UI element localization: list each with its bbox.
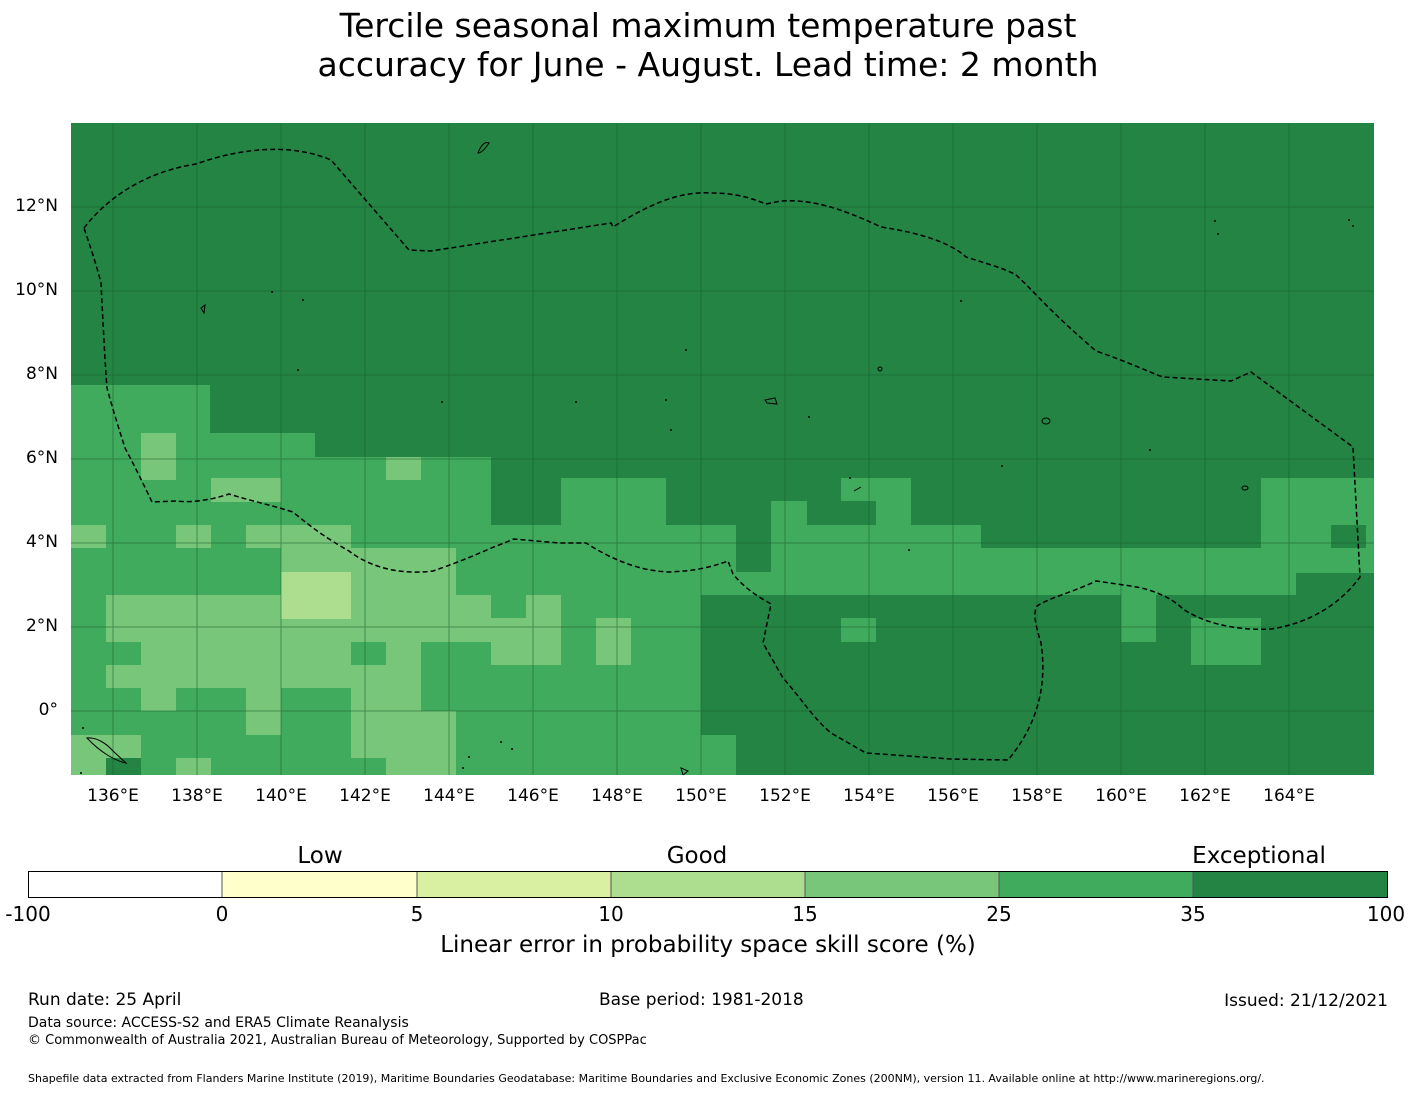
skill-cell-good <box>1121 595 1156 642</box>
run-date: Run date: 25 April <box>28 990 182 1010</box>
lon-label-158e: 158°E <box>1011 786 1063 806</box>
colorbar-category-good: Good <box>666 843 728 869</box>
colorbar-tick: 5 <box>410 902 424 926</box>
lon-label-164e: 164°E <box>1263 786 1315 806</box>
lon-label-152e: 152°E <box>759 786 811 806</box>
lon-label-142e: 142°E <box>339 786 391 806</box>
lon-label-150e: 150°E <box>675 786 727 806</box>
skill-cell-exceptional <box>736 525 771 572</box>
lon-label-156e: 156°E <box>927 786 979 806</box>
colorbar-bin <box>222 871 417 898</box>
map-title: Tercile seasonal maximum temperature pas… <box>0 6 1416 84</box>
lat-label-12n: 12°N <box>15 196 58 216</box>
colorbar-bin <box>611 871 805 898</box>
lon-label-140e: 140°E <box>255 786 307 806</box>
colorbar-bin <box>805 871 999 898</box>
lon-label-138e: 138°E <box>171 786 223 806</box>
colorbar-category-low: Low <box>297 843 343 869</box>
skill-cell-moderate <box>246 525 351 548</box>
colorbar-tick: 15 <box>792 902 818 926</box>
colorbar-tick: 100 <box>1366 902 1406 926</box>
skill-cell-moderate <box>386 711 456 775</box>
skill-cell-good <box>1191 618 1261 665</box>
lat-label-6n: 6°N <box>25 448 58 468</box>
lon-label-146e: 146°E <box>507 786 559 806</box>
skill-cell-moderate <box>176 525 211 548</box>
lon-label-154e: 154°E <box>843 786 895 806</box>
lat-label-10n: 10°N <box>15 280 58 300</box>
lat-label-4n: 4°N <box>25 532 58 552</box>
skill-cell-good <box>841 618 876 642</box>
skill-cell-moderate <box>141 642 351 688</box>
island-outlines <box>85 142 1249 775</box>
data-source: Data source: ACCESS-S2 and ERA5 Climate … <box>28 1015 409 1031</box>
colorbar-dividers <box>221 871 1194 898</box>
atoll-dots <box>80 219 1354 774</box>
colorbar-category-exceptional: Exceptional <box>1192 843 1326 869</box>
colorbar-tick: -100 <box>5 902 51 926</box>
skill-cell-moderate <box>351 688 421 711</box>
map-canvas <box>71 123 1374 775</box>
title-line-2: accuracy for June - August. Lead time: 2… <box>317 45 1099 84</box>
lon-label-148e: 148°E <box>591 786 643 806</box>
colorbar-title: Linear error in probability space skill … <box>440 932 976 958</box>
skill-cell-moderate <box>211 478 281 502</box>
colorbar-bin <box>28 871 222 898</box>
lon-label-136e: 136°E <box>87 786 139 806</box>
base-period: Base period: 1981-2018 <box>599 990 804 1010</box>
colorbar-bin <box>417 871 611 898</box>
colorbar-tick: 10 <box>598 902 624 926</box>
colorbar-tick: 0 <box>215 902 229 926</box>
lat-label-0: 0° <box>38 700 58 720</box>
colorbar-tick: 25 <box>986 902 1012 926</box>
skill-cell-exceptional <box>1331 525 1366 548</box>
issued-date: Issued: 21/12/2021 <box>1224 991 1388 1011</box>
skill-cell-moderate <box>71 525 106 548</box>
title-line-1: Tercile seasonal maximum temperature pas… <box>339 6 1077 45</box>
colorbar-bin <box>999 871 1193 898</box>
skill-cell-moderate <box>141 433 176 480</box>
lat-label-2n: 2°N <box>25 616 58 636</box>
skill-score-map <box>71 123 1374 775</box>
shapefile-credit: Shapefile data extracted from Flanders M… <box>28 1072 1265 1085</box>
skill-cell-moderate <box>386 457 421 480</box>
skill-cell-moderate <box>176 758 211 775</box>
lon-label-144e: 144°E <box>423 786 475 806</box>
skill-cell-moderate <box>141 688 176 711</box>
colorbar-tick: 35 <box>1180 902 1206 926</box>
skill-cell-exceptional <box>841 501 876 525</box>
colorbar-frame <box>28 871 1388 898</box>
lon-label-160e: 160°E <box>1095 786 1147 806</box>
skill-cell-exceptional <box>106 758 141 775</box>
lat-label-8n: 8°N <box>25 364 58 384</box>
skill-cell-moderate <box>491 618 561 665</box>
skill-cell-exceptional <box>1156 501 1191 548</box>
colorbar <box>28 871 1388 898</box>
skill-cell-moderate <box>596 618 631 665</box>
map-gridlines <box>71 123 1374 775</box>
colorbar-bin <box>1193 871 1388 898</box>
skill-cell-fair <box>281 572 351 619</box>
copyright: © Commonwealth of Australia 2021, Austra… <box>28 1033 647 1048</box>
lon-label-162e: 162°E <box>1179 786 1231 806</box>
